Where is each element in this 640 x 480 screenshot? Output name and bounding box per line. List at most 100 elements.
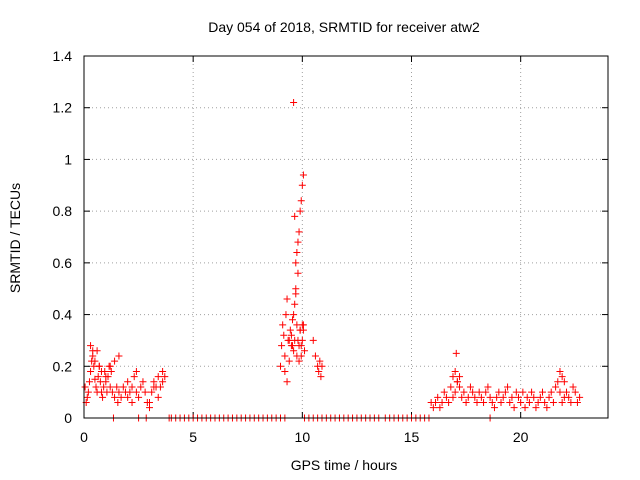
data-point: [445, 398, 453, 406]
data-point: [458, 393, 466, 401]
data-point: [301, 347, 309, 355]
data-point: [296, 207, 304, 215]
data-point: [298, 336, 306, 344]
data-points: [81, 99, 584, 422]
data-point: [114, 398, 122, 406]
gridlines: [84, 56, 608, 418]
data-point: [563, 388, 571, 396]
data-point: [565, 393, 573, 401]
data-point: [283, 378, 291, 386]
data-point: [525, 398, 533, 406]
data-point: [528, 388, 536, 396]
data-point: [532, 404, 540, 412]
data-point: [87, 367, 95, 375]
data-point: [517, 398, 525, 406]
data-point: [293, 249, 301, 257]
data-point: [298, 321, 306, 329]
data-point: [285, 357, 293, 365]
data-point: [558, 398, 566, 406]
data-point: [316, 357, 324, 365]
data-point: [315, 367, 323, 375]
x-tick-label: 20: [513, 429, 529, 445]
data-point: [576, 393, 584, 401]
y-tick-label: 0.8: [53, 203, 73, 219]
data-point: [292, 259, 300, 267]
data-point: [159, 378, 167, 386]
data-point: [536, 393, 544, 401]
data-point: [447, 383, 455, 391]
data-point: [100, 383, 108, 391]
data-point: [108, 388, 116, 396]
data-point: [291, 212, 299, 220]
data-point: [523, 393, 531, 401]
y-tick-label: 1.2: [53, 100, 73, 116]
data-point: [464, 393, 472, 401]
data-point: [297, 342, 305, 350]
data-point: [482, 388, 490, 396]
data-point: [534, 398, 542, 406]
data-point: [480, 398, 488, 406]
y-tick-labels: 0 0.2 0.4 0.6 0.8 1 1.2 1.4: [53, 48, 73, 426]
data-point: [281, 352, 289, 360]
data-point: [484, 383, 492, 391]
data-point: [475, 388, 483, 396]
y-tick-label: 0.2: [53, 358, 73, 374]
data-point: [294, 238, 302, 246]
data-point: [81, 383, 89, 391]
data-point: [317, 373, 325, 381]
data-point: [456, 383, 464, 391]
data-point: [111, 357, 119, 365]
data-point: [291, 336, 299, 344]
data-point: [477, 393, 485, 401]
data-point: [94, 373, 102, 381]
data-point: [318, 362, 326, 370]
data-point: [128, 383, 136, 391]
data-point: [521, 404, 529, 412]
data-point: [107, 367, 115, 375]
y-axis-label: SRMTID / TECUs: [7, 183, 23, 293]
data-point: [573, 398, 581, 406]
data-point: [541, 398, 549, 406]
data-point: [451, 388, 459, 396]
data-point: [277, 362, 284, 370]
data-point: [556, 388, 564, 396]
y-tick-label: 0: [64, 410, 72, 426]
data-point: [85, 378, 93, 386]
data-point: [556, 367, 564, 375]
data-point: [456, 373, 464, 381]
data-point: [295, 357, 303, 365]
data-point: [289, 316, 297, 324]
data-point: [159, 367, 167, 375]
data-point: [512, 388, 520, 396]
x-tick-label: 10: [295, 429, 311, 445]
data-point: [106, 362, 114, 370]
data-point: [497, 398, 505, 406]
data-point: [128, 398, 136, 406]
y-tick-label: 0.4: [53, 307, 73, 323]
data-point: [429, 404, 437, 412]
data-point: [92, 383, 100, 391]
data-point: [495, 388, 503, 396]
data-point: [95, 362, 103, 370]
data-point: [297, 197, 305, 205]
data-point: [99, 393, 107, 401]
data-point: [490, 404, 498, 412]
data-point: [547, 388, 555, 396]
data-point: [290, 99, 298, 107]
data-point: [84, 388, 92, 396]
data-point: [499, 393, 507, 401]
data-point: [560, 378, 568, 386]
data-point: [504, 383, 512, 391]
data-point: [282, 311, 290, 319]
data-point: [460, 388, 468, 396]
data-point: [434, 393, 442, 401]
data-point: [438, 398, 446, 406]
data-point: [295, 228, 303, 236]
data-point: [137, 383, 145, 391]
data-point: [567, 398, 575, 406]
x-tick-label: 0: [80, 429, 88, 445]
data-point: [453, 378, 461, 386]
data-point: [97, 367, 105, 375]
data-point: [156, 383, 164, 391]
data-point: [154, 373, 162, 381]
